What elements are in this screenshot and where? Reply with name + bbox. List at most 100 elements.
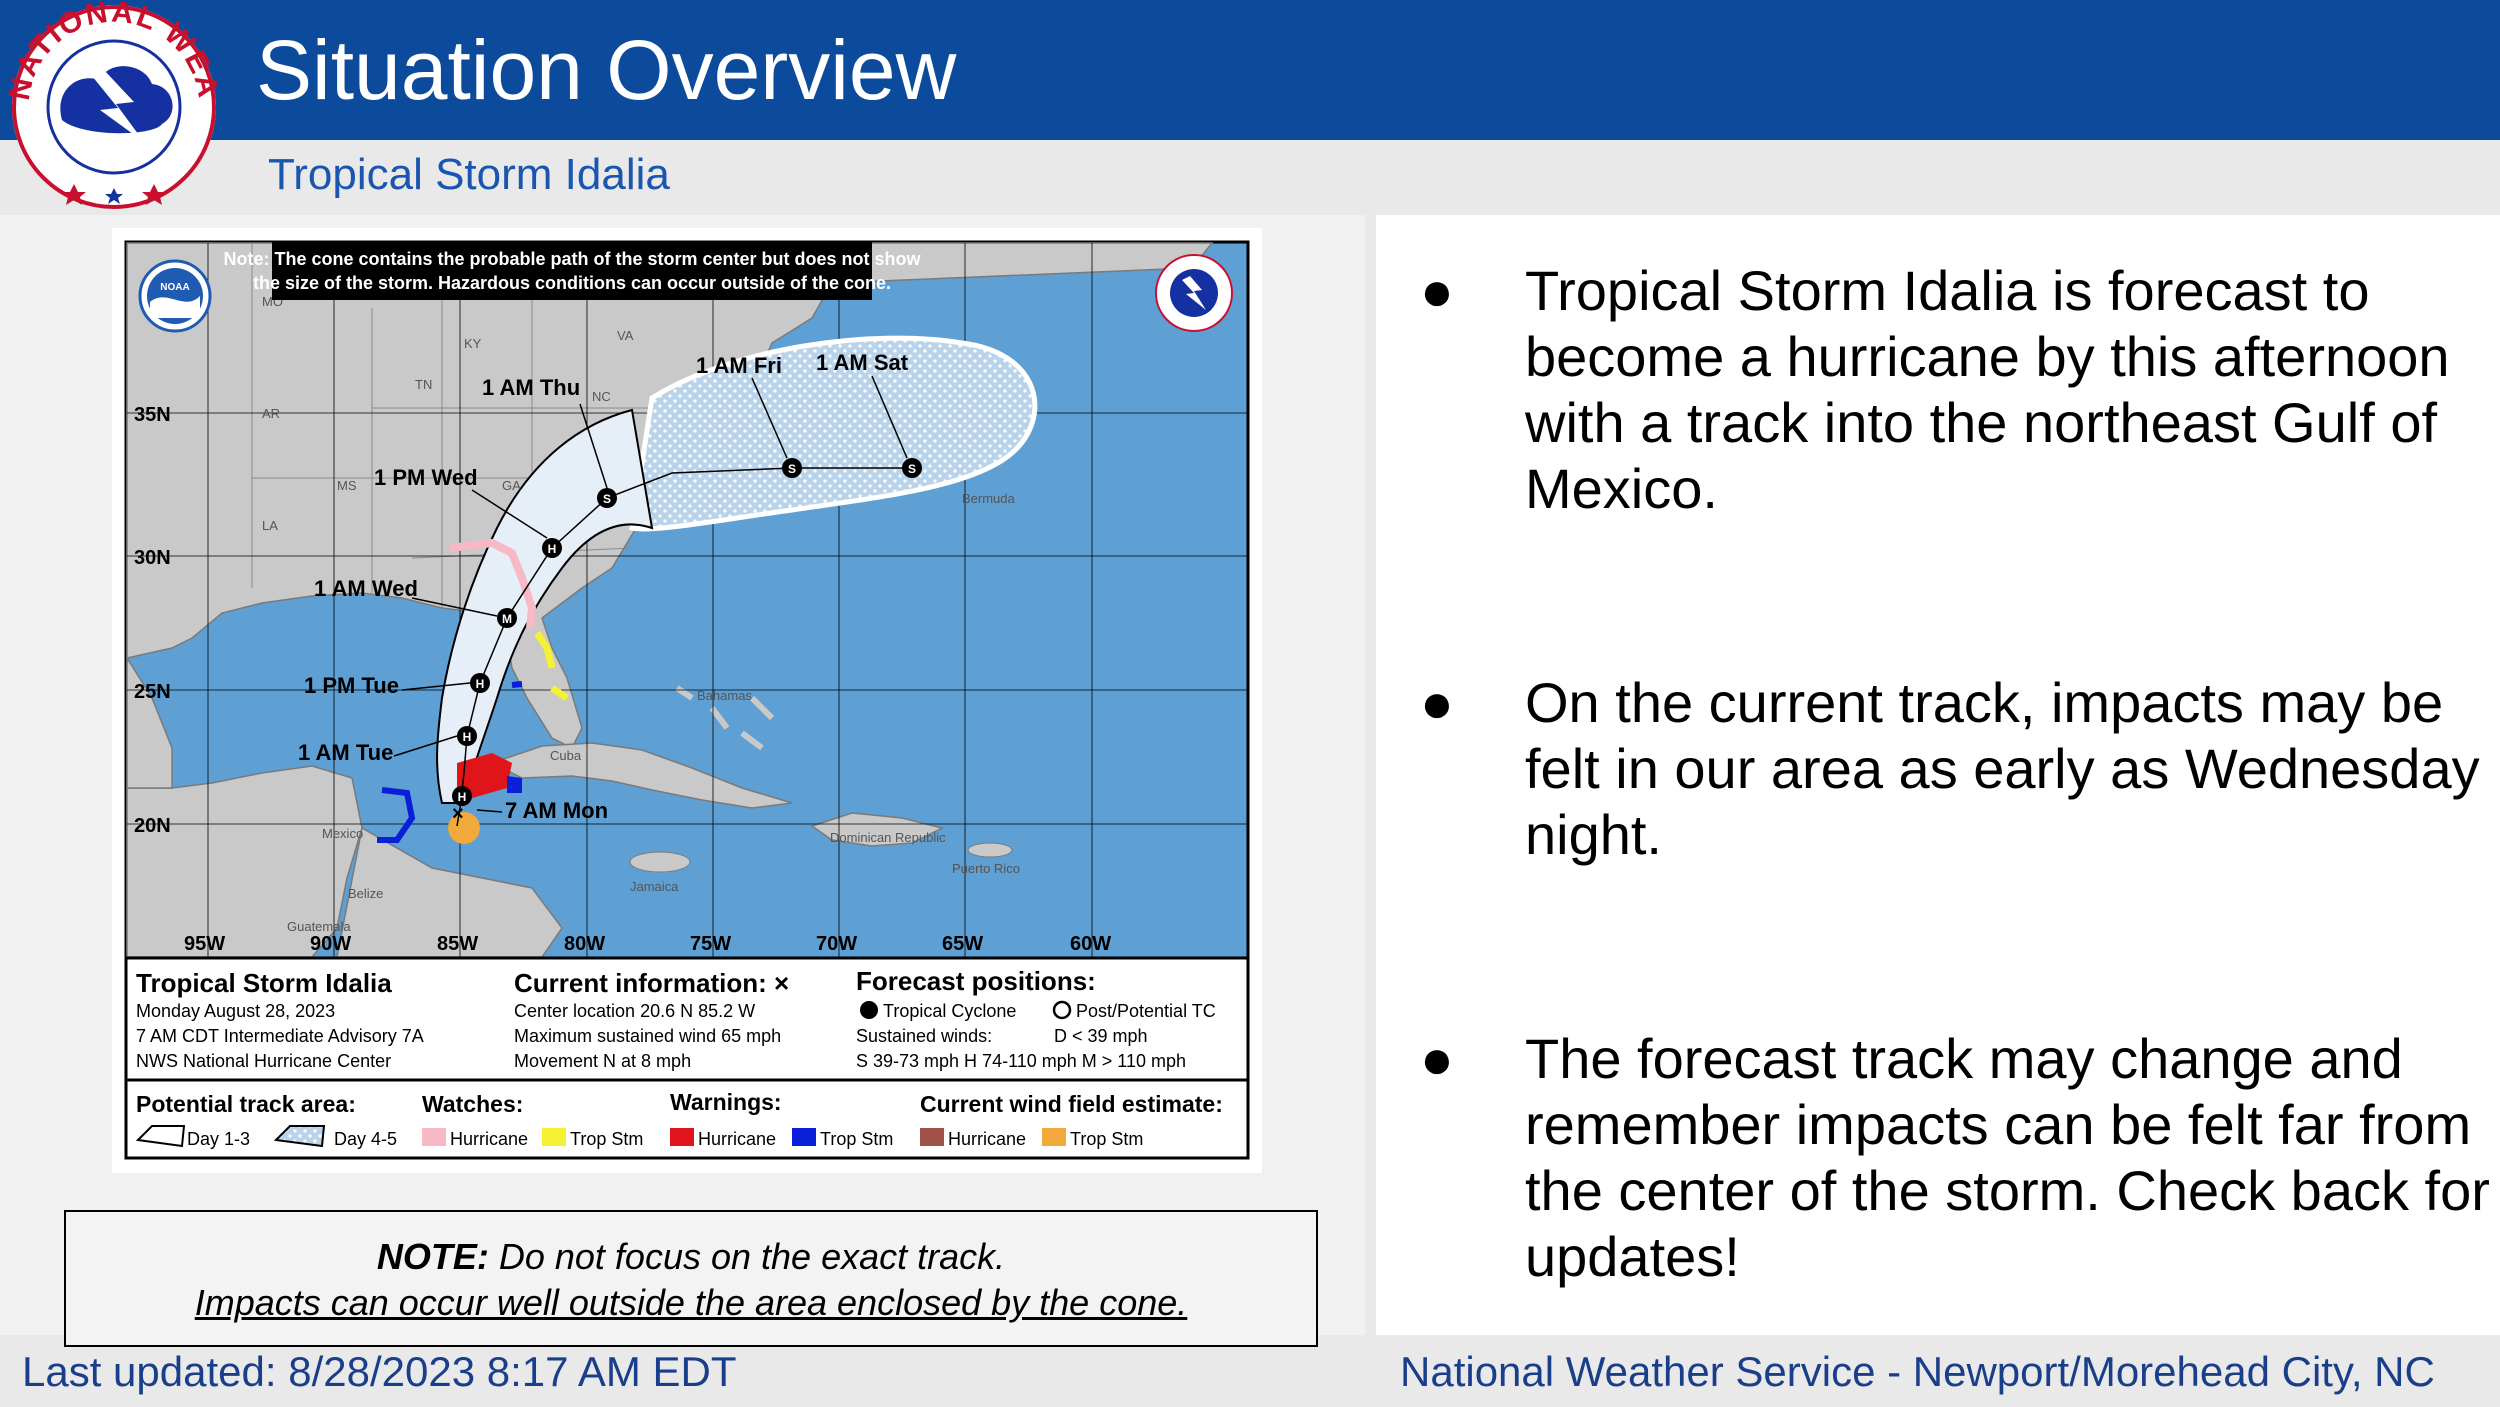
svg-text:30N: 30N	[134, 547, 171, 569]
svg-text:25N: 25N	[134, 681, 171, 703]
svg-text:Cuba: Cuba	[550, 748, 582, 763]
trop-storm-watch-area	[534, 631, 569, 701]
svg-text:NOAA: NOAA	[160, 282, 189, 293]
legend-wind-field: Current wind field estimate: Hurricane T…	[920, 1091, 1223, 1149]
noaa-logo: NOAA	[138, 259, 212, 333]
forecast-cone-map: S S S H M H H H × 1 AM Thu 1 AM Fri 1 AM…	[112, 228, 1262, 1173]
note-line1: NOTE: Do not focus on the exact track.	[66, 1236, 1316, 1278]
legend-warnings: Warnings: Hurricane Trop Stm	[670, 1089, 893, 1149]
svg-text:1 PM Tue: 1 PM Tue	[304, 673, 399, 698]
svg-text:Sustained winds:: Sustained winds:	[856, 1026, 992, 1046]
longitude-labels: 95W 90W 85W 80W 75W 70W 65W 60W	[184, 933, 1111, 955]
svg-text:H: H	[476, 677, 485, 691]
svg-text:70W: 70W	[816, 933, 857, 955]
bullet-dot: ●	[1420, 1027, 1454, 1090]
svg-text:Center location 20.6 N 85.2 W: Center location 20.6 N 85.2 W	[514, 1001, 755, 1021]
svg-text:20N: 20N	[134, 815, 171, 837]
map-note-line2: the size of the storm. Hazardous conditi…	[253, 273, 891, 293]
svg-text:S: S	[603, 492, 611, 506]
trop-storm-warning-keys	[511, 681, 523, 688]
svg-text:M: M	[502, 612, 512, 626]
svg-text:85W: 85W	[437, 933, 478, 955]
svg-text:TN: TN	[415, 377, 432, 392]
trop-storm-warning-mexico	[377, 787, 416, 843]
mexico-north-land	[126, 655, 173, 789]
day-1-3-cone	[436, 408, 654, 804]
svg-text:Puerto Rico: Puerto Rico	[952, 861, 1020, 876]
svg-text:Current wind field estimate:: Current wind field estimate:	[920, 1091, 1223, 1117]
svg-text:Potential track area:: Potential track area:	[136, 1091, 356, 1117]
last-updated-text: Last updated: 8/28/2023 8:17 AM EDT	[22, 1348, 737, 1395]
svg-text:NWS National Hurricane Center: NWS National Hurricane Center	[136, 1051, 391, 1071]
svg-text:S: S	[788, 462, 796, 476]
svg-text:Post/Potential TC: Post/Potential TC	[1076, 1001, 1216, 1021]
map-note-line1: Note: The cone contains the probable pat…	[223, 249, 921, 269]
svg-text:Monday August 28, 2023: Monday August 28, 2023	[136, 1001, 335, 1021]
svg-text:Day 1-3: Day 1-3	[187, 1129, 250, 1149]
legend-current-info: Current information: × Center location 2…	[514, 968, 789, 1071]
svg-text:VA: VA	[617, 328, 634, 343]
map-legend	[124, 956, 1250, 1160]
svg-text:65W: 65W	[942, 933, 983, 955]
day-4-5-cone	[629, 335, 1038, 532]
note-bold-label: NOTE:	[376, 1236, 489, 1277]
svg-text:Dominican Republic: Dominican Republic	[830, 830, 946, 845]
svg-text:1 PM Wed: 1 PM Wed	[374, 465, 478, 490]
bullet-text: Tropical Storm Idalia is forecast to bec…	[1525, 259, 2450, 520]
svg-text:Bahamas: Bahamas	[697, 688, 752, 703]
forecast-map-svg: S S S H M H H H × 1 AM Thu 1 AM Fri 1 AM…	[124, 240, 1250, 1160]
legend-storm-info: Tropical Storm Idalia Monday August 28, …	[136, 968, 424, 1071]
svg-text:NC: NC	[592, 389, 611, 404]
nws-logo: NATIONAL WEATHER SERVICE	[4, 2, 223, 209]
svg-text:MS: MS	[337, 478, 357, 493]
note-line1-text: Do not focus on the exact track.	[488, 1236, 1006, 1277]
svg-text:Hurricane: Hurricane	[698, 1129, 776, 1149]
place-labels: MO KY VA TN NC AR MS GA LA Bermuda Baham…	[262, 294, 1020, 934]
latitude-labels: 35N 30N 25N 20N	[134, 404, 171, 837]
svg-text:S: S	[908, 462, 916, 476]
page-title: Situation Overview	[256, 23, 957, 117]
map-note-box	[272, 242, 872, 300]
svg-text:1 AM Tue: 1 AM Tue	[298, 740, 393, 765]
track-note-box: NOTE: Do not focus on the exact track. I…	[64, 1210, 1318, 1347]
svg-text:95W: 95W	[184, 933, 225, 955]
hurricane-warning-area	[457, 753, 512, 798]
svg-text:1 AM Sat: 1 AM Sat	[816, 350, 909, 375]
track-markers: S S S H M H H H ×	[452, 458, 922, 825]
svg-text:Trop Stm: Trop Stm	[820, 1129, 893, 1149]
svg-text:35N: 35N	[134, 404, 171, 426]
svg-text:Mexico: Mexico	[322, 826, 363, 841]
svg-text:Watches:: Watches:	[422, 1091, 523, 1117]
nws-small-logo	[1155, 254, 1233, 332]
svg-text:Maximum sustained wind 65 mph: Maximum sustained wind 65 mph	[514, 1026, 781, 1046]
svg-text:GA: GA	[502, 478, 521, 493]
svg-text:75W: 75W	[690, 933, 731, 955]
svg-text:1 AM Wed: 1 AM Wed	[314, 576, 418, 601]
svg-text:Belize: Belize	[348, 886, 383, 901]
bullet-text: On the current track, impacts may be fel…	[1525, 671, 2480, 866]
page-subtitle: Tropical Storm Idalia	[268, 150, 670, 199]
cuba-land	[490, 742, 793, 809]
legend-track-area: Potential track area: Day 1-3 Day 4-5	[135, 1091, 397, 1149]
svg-text:Hurricane: Hurricane	[948, 1129, 1026, 1149]
bullet-dot: ●	[1420, 259, 1454, 322]
hurricane-watch-area	[449, 538, 537, 629]
puerto-rico-land	[967, 842, 1013, 858]
track-labels: 1 AM Thu 1 AM Fri 1 AM Sat 1 PM Wed 1 AM…	[298, 350, 909, 823]
svg-text:Trop Stm: Trop Stm	[570, 1129, 643, 1149]
state-borders	[251, 243, 672, 608]
right-panel	[1376, 215, 2500, 1335]
jamaica-land	[629, 851, 691, 873]
svg-text:LA: LA	[262, 518, 278, 533]
svg-text:Trop Stm: Trop Stm	[1070, 1129, 1143, 1149]
bullet-text: The forecast track may change and rememb…	[1525, 1027, 2490, 1288]
svg-text:7 AM Mon: 7 AM Mon	[505, 798, 608, 823]
svg-text:AR: AR	[262, 406, 280, 421]
bullet-dot: ●	[1420, 671, 1454, 734]
svg-text:7 AM CDT Intermediate Advisory: 7 AM CDT Intermediate Advisory 7A	[136, 1026, 424, 1046]
svg-text:KY: KY	[464, 336, 482, 351]
svg-text:60W: 60W	[1070, 933, 1111, 955]
legend-watches: Watches: Hurricane Trop Stm	[422, 1091, 643, 1149]
svg-text:Day 4-5: Day 4-5	[334, 1129, 397, 1149]
office-name-text: National Weather Service - Newport/Moreh…	[1400, 1348, 2435, 1395]
